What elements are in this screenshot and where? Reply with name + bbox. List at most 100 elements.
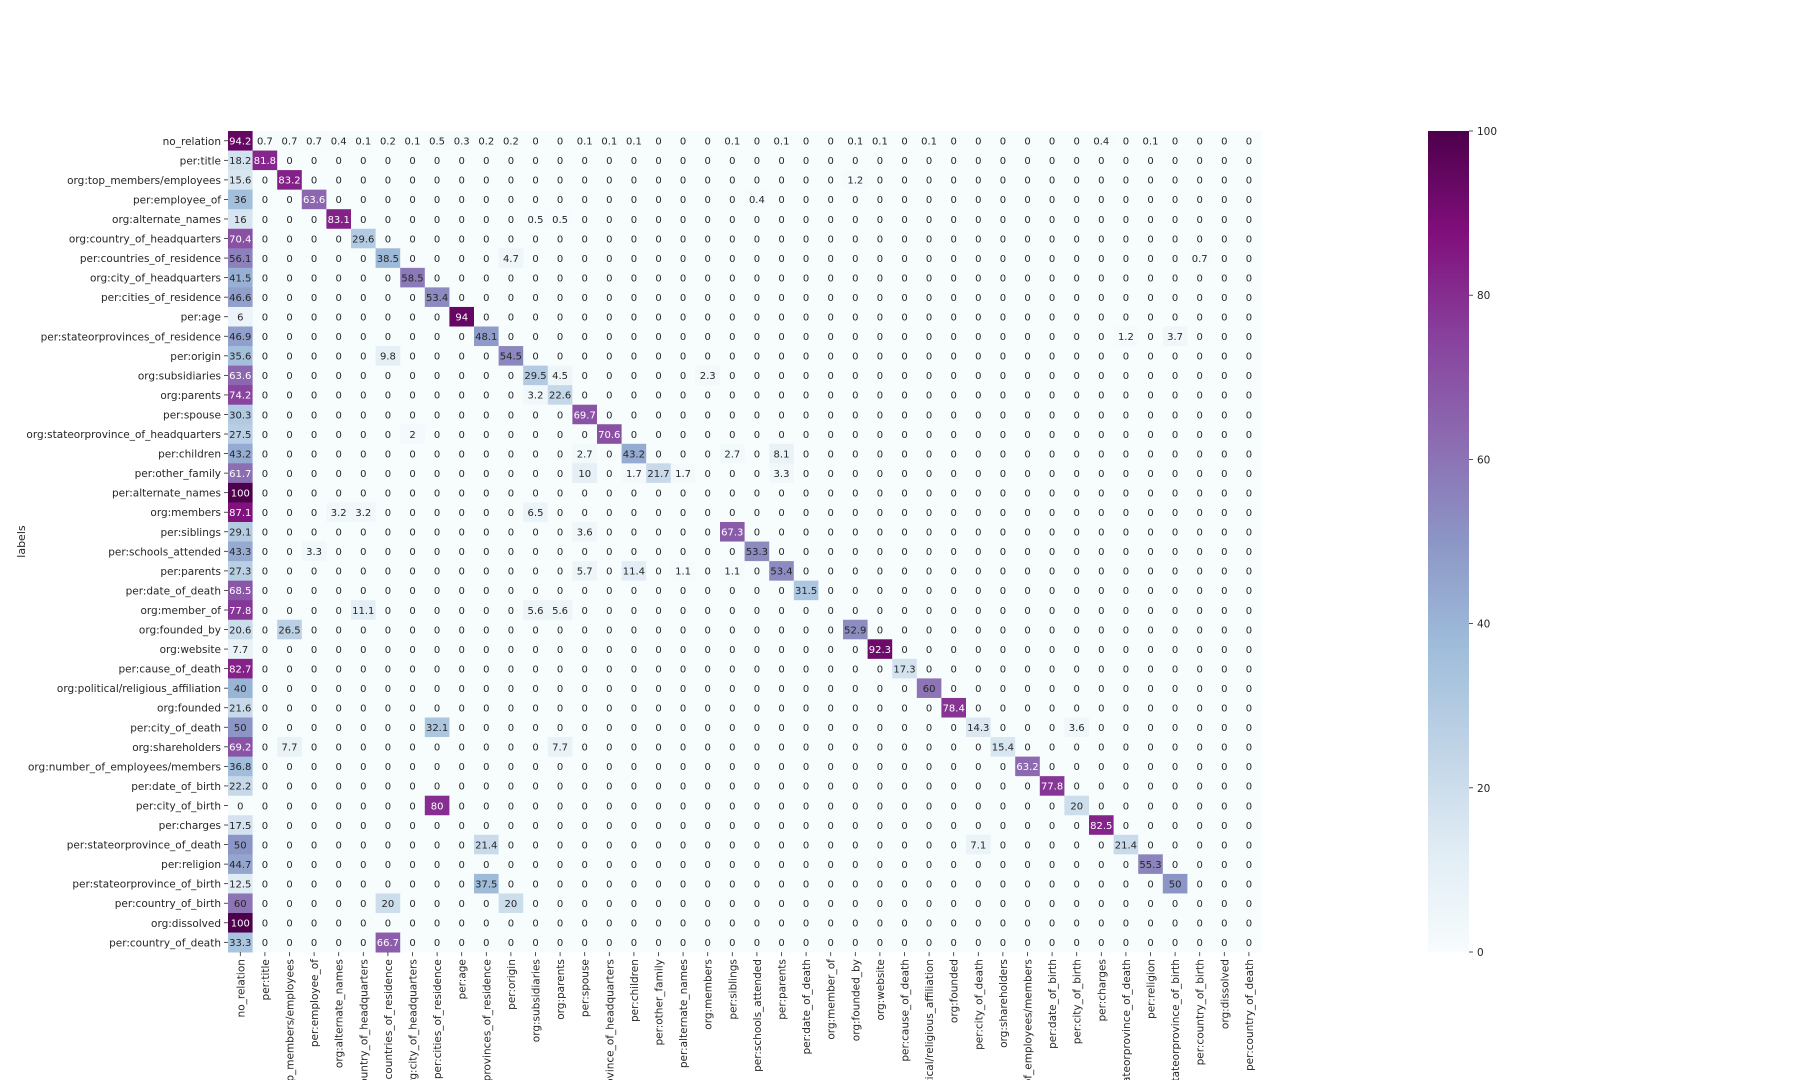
cell-value-label: 0 xyxy=(532,664,538,675)
cell-value-label: 0 xyxy=(409,567,415,578)
cell-value-label: 0 xyxy=(778,391,784,402)
heatmap-cell xyxy=(818,404,844,425)
cell-value-label: 0 xyxy=(852,215,858,226)
cell-value-label: 0 xyxy=(1024,879,1030,890)
heatmap-cell xyxy=(621,737,647,757)
heatmap-cell xyxy=(597,131,622,151)
cell-value-label: 0 xyxy=(606,879,612,890)
heatmap-cell xyxy=(670,678,696,699)
y-tick-label: per:employee_of xyxy=(133,194,221,206)
cell-value-label: 0 xyxy=(262,469,268,480)
heatmap-cell xyxy=(1089,463,1114,484)
cell-value-label: 0 xyxy=(975,919,981,930)
heatmap-cell xyxy=(1236,170,1262,191)
cell-value-label: 0 xyxy=(1000,879,1006,890)
cell-value-label: 0 xyxy=(1000,156,1006,167)
heatmap-cell xyxy=(941,737,967,757)
cell-value-label: 0 xyxy=(582,879,588,890)
cell-value-label: 0 xyxy=(1000,625,1006,636)
heatmap-cell xyxy=(1212,482,1237,503)
cell-value-label: 0 xyxy=(286,684,292,695)
heatmap-cell xyxy=(424,697,450,718)
cell-value-label: 0 xyxy=(1246,821,1252,832)
cell-value-label: 0 xyxy=(459,664,465,675)
cell-value-label: 0 xyxy=(1098,762,1104,773)
cell-value-label: 0 xyxy=(852,508,858,519)
heatmap-cell xyxy=(769,834,795,855)
cell-value-label: 0 xyxy=(828,606,834,617)
y-tick-label: org:founded xyxy=(157,703,221,715)
heatmap-cell xyxy=(1089,678,1114,699)
cell-value-label: 0 xyxy=(631,743,637,754)
heatmap-cell xyxy=(252,228,278,249)
heatmap-cell xyxy=(843,150,868,171)
cell-value-label: 0.1 xyxy=(577,137,593,148)
cell-value-label: 0 xyxy=(409,488,415,499)
heatmap-cell xyxy=(424,600,450,621)
heatmap-cell xyxy=(400,873,426,894)
heatmap-cell xyxy=(523,737,549,757)
heatmap-cell xyxy=(1187,404,1213,425)
cell-value-label: 0 xyxy=(508,860,514,871)
heatmap-cell xyxy=(277,287,303,308)
cell-value-label: 0 xyxy=(901,371,907,382)
cell-value-label: 0 xyxy=(729,938,735,949)
heatmap-cell xyxy=(670,404,696,425)
cell-value-label: 68.5 xyxy=(229,586,251,597)
cell-value-label: 0 xyxy=(852,704,858,715)
cell-value-label: 0 xyxy=(877,352,883,363)
cell-value-label: 0 xyxy=(606,391,612,402)
cell-value-label: 0 xyxy=(975,215,981,226)
cell-value-label: 0 xyxy=(532,782,538,793)
x-tick-label: org:founded_by xyxy=(850,959,862,1041)
cell-value-label: 46.6 xyxy=(229,293,251,304)
cell-value-label: 0 xyxy=(508,879,514,890)
heatmap-cell xyxy=(228,815,253,836)
cell-value-label: 0 xyxy=(582,547,588,558)
heatmap-cell xyxy=(1064,404,1090,425)
colorbar-tick-label: 0 xyxy=(1477,947,1484,959)
heatmap-cell xyxy=(941,131,967,151)
cell-value-label: 0 xyxy=(926,606,932,617)
cell-value-label: 0 xyxy=(729,156,735,167)
heatmap-cell xyxy=(498,346,524,366)
heatmap-cell xyxy=(646,913,672,933)
heatmap-cell xyxy=(720,287,745,308)
cell-value-label: 0 xyxy=(852,782,858,793)
cell-value-label: 0 xyxy=(680,684,686,695)
cell-value-label: 0 xyxy=(286,254,292,265)
y-tick-label: org:subsidiaries xyxy=(138,370,221,382)
heatmap-cell xyxy=(1187,346,1213,366)
cell-value-label: 0 xyxy=(1197,899,1203,910)
heatmap-cell xyxy=(646,287,672,308)
y-tick-label: org:city_of_headquarters xyxy=(90,273,221,285)
heatmap-cell xyxy=(523,717,549,738)
heatmap-cell xyxy=(670,267,696,288)
cell-value-label: 0 xyxy=(1074,860,1080,871)
cell-value-label: 0 xyxy=(1098,840,1104,851)
heatmap-cell xyxy=(597,463,622,484)
cell-value-label: 0 xyxy=(409,195,415,206)
heatmap-cell xyxy=(892,365,918,386)
cell-value-label: 0 xyxy=(286,352,292,363)
heatmap-cell xyxy=(646,463,672,484)
cell-value-label: 0 xyxy=(729,352,735,363)
heatmap-cell xyxy=(1187,756,1213,777)
heatmap-cell xyxy=(990,756,1016,777)
cell-value-label: 0 xyxy=(655,938,661,949)
cell-value-label: 0 xyxy=(606,704,612,715)
cell-value-label: 0 xyxy=(631,176,637,187)
heatmap-cell xyxy=(892,717,918,738)
heatmap-cell xyxy=(326,131,352,151)
heatmap-cell xyxy=(1089,873,1114,894)
heatmap-cell xyxy=(646,619,672,640)
heatmap-cell xyxy=(1113,658,1139,679)
heatmap-cell xyxy=(1212,776,1237,797)
heatmap-cell xyxy=(769,267,795,288)
cell-value-label: 0 xyxy=(975,273,981,284)
cell-value-label: 0 xyxy=(360,762,366,773)
heatmap-cell xyxy=(400,639,426,660)
cell-value-label: 0 xyxy=(483,195,489,206)
heatmap-cell xyxy=(424,619,450,640)
heatmap-cell xyxy=(695,893,721,914)
